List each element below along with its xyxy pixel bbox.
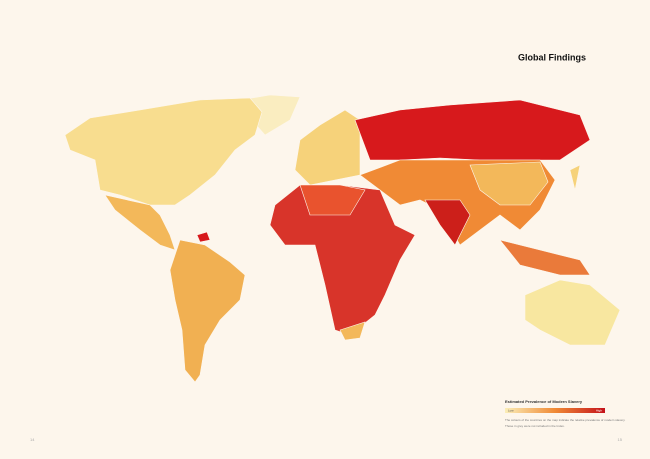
legend-low: Low [508, 408, 514, 412]
north-africa [299, 184, 366, 216]
china [469, 161, 549, 206]
legend-title: Estimated Prevalence of Modern Slavery [505, 399, 583, 404]
india [424, 199, 471, 246]
africa [269, 184, 416, 336]
page-number: 14 [30, 437, 35, 442]
caribbean [196, 231, 211, 243]
central-america [104, 194, 176, 251]
australia [524, 279, 621, 346]
legend-note: The colours of the countries on the map … [505, 418, 626, 422]
north-america [64, 97, 263, 206]
world-map [64, 94, 621, 383]
legend-ramp [505, 408, 605, 413]
south-america [169, 239, 246, 383]
legend-high: High [596, 408, 603, 412]
legend: Estimated Prevalence of Modern Slavery L… [505, 399, 626, 428]
page-title: Global Findings [518, 52, 586, 62]
southeast-asia [499, 239, 591, 276]
japan [569, 164, 581, 191]
south-africa [339, 321, 366, 341]
page-number: 15 [618, 437, 623, 442]
legend-note: Those in grey were not included in the I… [505, 424, 565, 428]
